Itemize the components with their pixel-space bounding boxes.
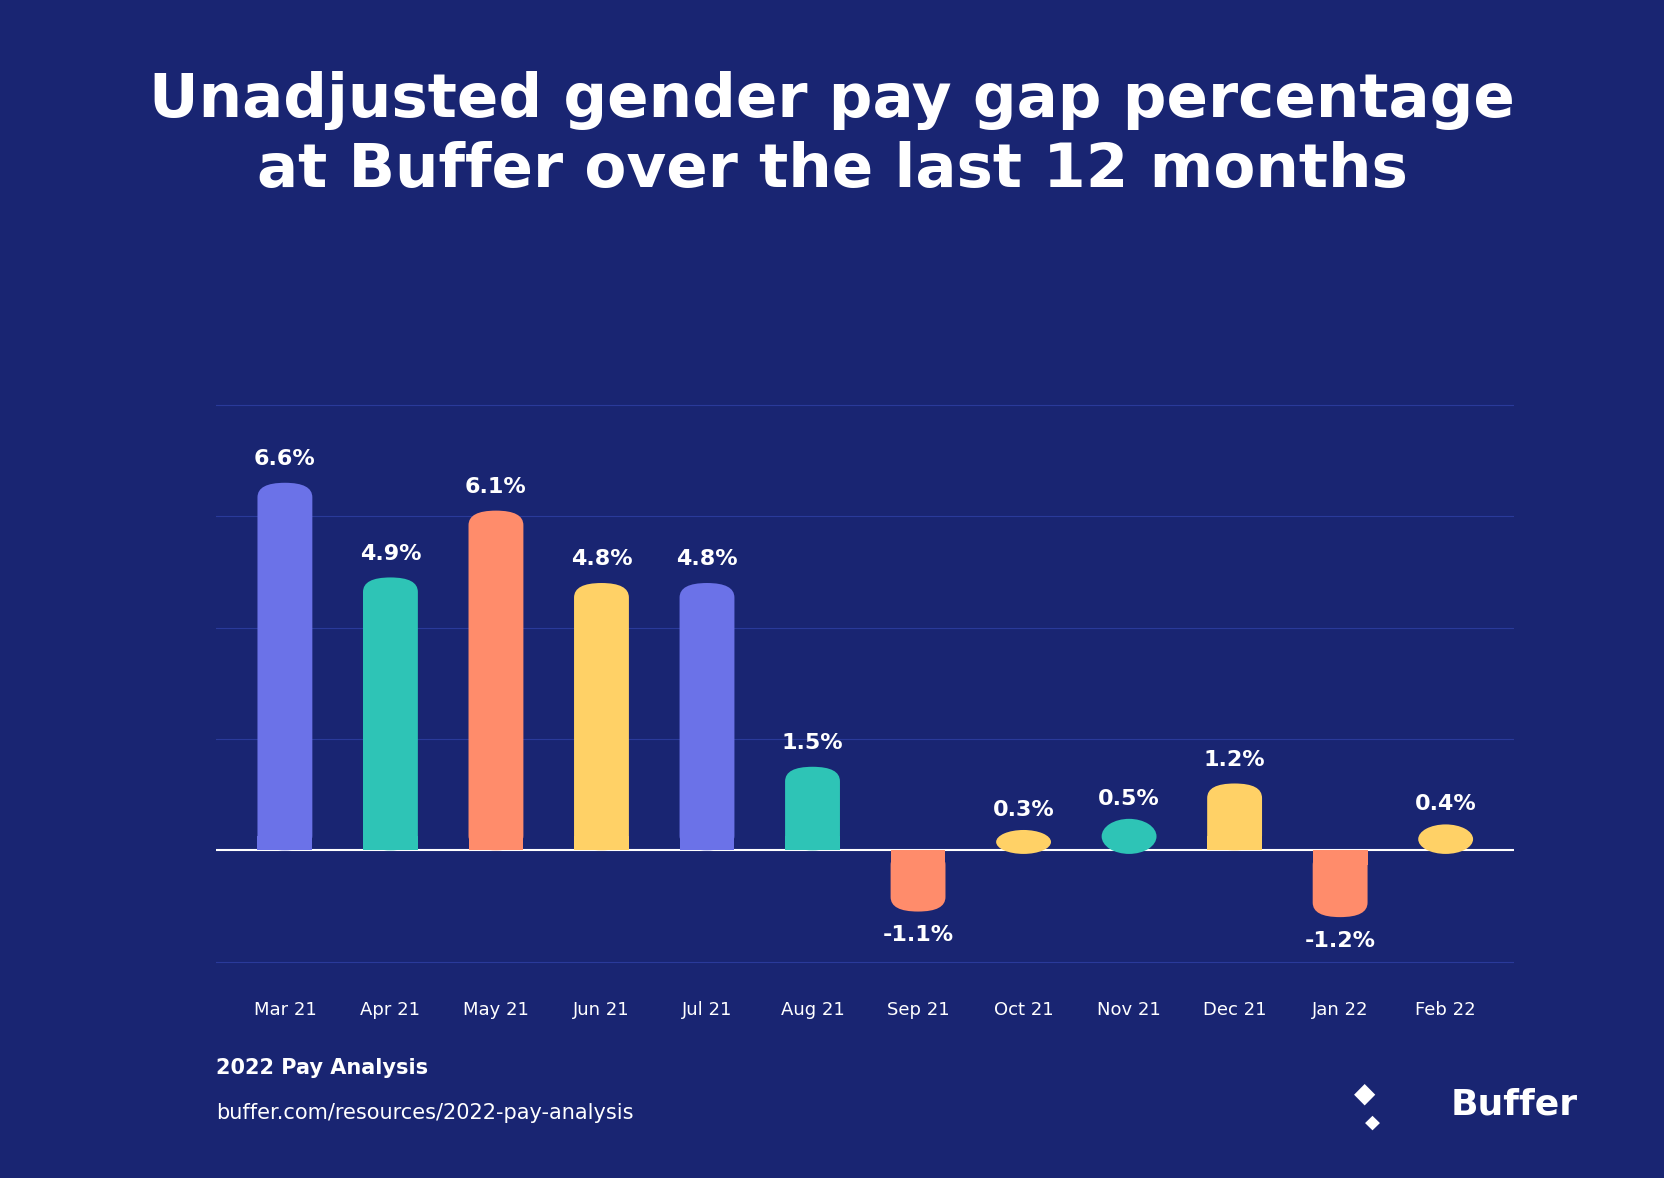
FancyBboxPatch shape [363, 577, 418, 851]
Text: ◆: ◆ [1364, 1113, 1381, 1132]
Text: 4.9%: 4.9% [359, 543, 421, 563]
FancyBboxPatch shape [574, 583, 629, 851]
Text: at Buffer over the last 12 months: at Buffer over the last 12 months [256, 141, 1408, 200]
Text: 0.3%: 0.3% [993, 800, 1055, 820]
Bar [1206, 836, 1261, 851]
Bar [785, 836, 840, 851]
Text: Buffer: Buffer [1451, 1088, 1577, 1121]
Bar [890, 851, 945, 865]
Text: 4.8%: 4.8% [676, 549, 737, 569]
FancyBboxPatch shape [785, 767, 840, 851]
FancyBboxPatch shape [469, 510, 524, 851]
FancyBboxPatch shape [1206, 783, 1261, 851]
Text: ◆: ◆ [1354, 1079, 1374, 1107]
Bar [469, 836, 524, 851]
Bar [363, 836, 418, 851]
Text: 4.8%: 4.8% [571, 549, 632, 569]
FancyBboxPatch shape [1313, 851, 1368, 918]
Ellipse shape [1102, 819, 1156, 854]
Bar [574, 836, 629, 851]
Text: 2022 Pay Analysis: 2022 Pay Analysis [216, 1059, 428, 1078]
FancyBboxPatch shape [258, 483, 313, 851]
Text: Unadjusted gender pay gap percentage: Unadjusted gender pay gap percentage [150, 71, 1514, 130]
Bar [258, 836, 313, 851]
Bar [679, 836, 734, 851]
Bar [1313, 851, 1368, 865]
Ellipse shape [997, 830, 1052, 854]
Ellipse shape [1418, 825, 1473, 854]
Text: 6.6%: 6.6% [255, 449, 316, 469]
FancyBboxPatch shape [679, 583, 734, 851]
Text: 1.5%: 1.5% [782, 733, 844, 753]
Text: 1.2%: 1.2% [1203, 749, 1265, 769]
FancyBboxPatch shape [890, 851, 945, 912]
Text: -1.1%: -1.1% [882, 926, 953, 946]
Text: 6.1%: 6.1% [464, 477, 527, 497]
Text: 0.5%: 0.5% [1098, 788, 1160, 808]
Text: -1.2%: -1.2% [1305, 931, 1376, 951]
Text: 0.4%: 0.4% [1414, 794, 1476, 814]
Text: buffer.com/resources/2022-pay-analysis: buffer.com/resources/2022-pay-analysis [216, 1104, 634, 1123]
